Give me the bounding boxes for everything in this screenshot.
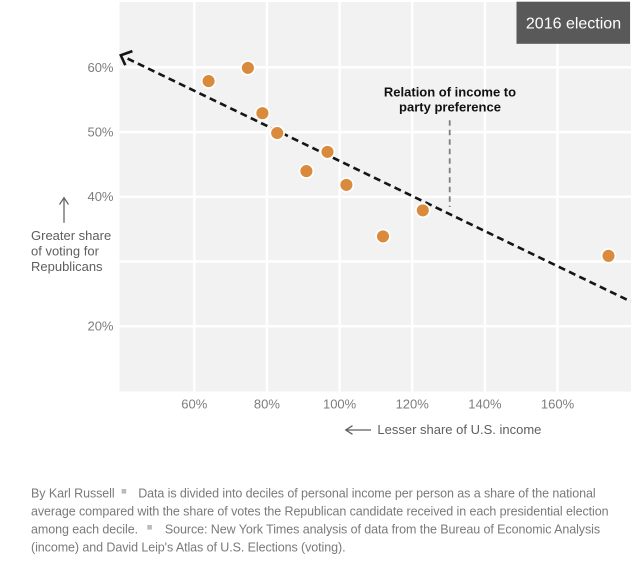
- svg-text:Relation of income to: Relation of income to: [384, 85, 516, 100]
- svg-text:among each decile.: among each decile.: [31, 522, 138, 536]
- svg-text:140%: 140%: [468, 397, 502, 412]
- svg-text:By Karl Russell: By Karl Russell: [31, 486, 115, 500]
- svg-text:80%: 80%: [254, 397, 280, 412]
- svg-text:100%: 100%: [323, 397, 357, 412]
- svg-text:160%: 160%: [541, 397, 575, 412]
- svg-text:of voting for: of voting for: [31, 244, 100, 259]
- svg-text:Source: New York Times analysi: Source: New York Times analysis of data …: [165, 522, 600, 536]
- svg-text:Data is divided into deciles o: Data is divided into deciles of personal…: [138, 486, 595, 500]
- svg-text:party preference: party preference: [399, 100, 501, 115]
- svg-text:40%: 40%: [87, 189, 113, 204]
- svg-text:average compared with the shar: average compared with the share of votes…: [31, 504, 609, 518]
- svg-text:60%: 60%: [181, 397, 207, 412]
- svg-text:Lesser share of U.S. income: Lesser share of U.S. income: [377, 422, 541, 437]
- svg-text:120%: 120%: [396, 397, 430, 412]
- svg-text:(income) and David Leip's Atla: (income) and David Leip's Atlas of U.S. …: [31, 540, 345, 554]
- svg-text:50%: 50%: [87, 125, 113, 140]
- svg-text:Republicans: Republicans: [31, 259, 103, 274]
- svg-text:60%: 60%: [87, 60, 113, 75]
- svg-text:2016 election: 2016 election: [526, 16, 621, 33]
- svg-text:Greater share: Greater share: [31, 228, 111, 243]
- svg-text:20%: 20%: [87, 319, 113, 334]
